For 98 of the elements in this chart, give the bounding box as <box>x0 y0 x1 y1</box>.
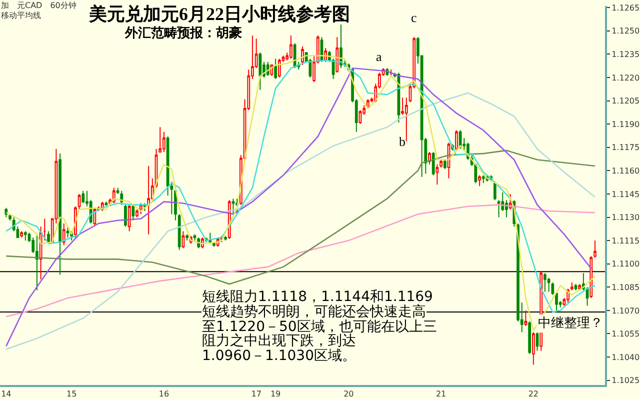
annotation: 移动平均线 <box>1 11 41 20</box>
x-tick-label: 14 <box>1 390 12 399</box>
candlestick <box>493 181 496 201</box>
y-tick-label: 1.1055 <box>612 330 640 339</box>
candlestick <box>594 240 596 258</box>
annotation: 短线阻力1.1118，1.1144和1.1169 <box>202 289 433 305</box>
candlestick <box>162 131 166 153</box>
candlestick <box>482 174 485 184</box>
candlestick <box>182 230 185 249</box>
candlestick <box>43 218 46 242</box>
candlestick <box>8 214 12 221</box>
candlestick <box>555 291 558 311</box>
candlestick <box>455 130 458 151</box>
candlestick <box>136 208 138 218</box>
y-tick-label: 1.1220 <box>612 73 640 82</box>
candlestick <box>340 24 342 69</box>
candlestick <box>570 282 574 291</box>
candlestick <box>358 110 362 125</box>
y-tick-label: 1.1115 <box>612 236 640 246</box>
x-tick-label: 21 <box>436 390 446 399</box>
candlestick <box>47 230 50 244</box>
candlestick <box>551 282 554 296</box>
y-tick-label: 1.1130 <box>612 213 640 222</box>
candlestick <box>544 272 546 292</box>
x-tick-label: 19 <box>270 390 281 399</box>
x-tick-label: 15 <box>66 390 77 399</box>
candlestick <box>536 330 539 352</box>
candlestick <box>78 193 81 210</box>
x-tick-label: 16 <box>158 390 170 399</box>
candlestick <box>290 35 292 60</box>
candlestick <box>58 153 62 276</box>
candlestick <box>178 214 181 250</box>
candlestick <box>208 232 212 244</box>
chart-title: 美元兑加元6月22日小时线参考图 <box>88 4 350 24</box>
annotation: c <box>411 10 417 25</box>
candlestick <box>478 174 481 187</box>
candlestick <box>232 198 235 215</box>
candlestick <box>440 159 442 168</box>
candlestick <box>128 204 131 232</box>
candlestick <box>336 36 339 74</box>
annotation: 短线趋势不明朗，可能还会快速走高 <box>202 304 426 320</box>
candlestick <box>258 52 262 90</box>
y-tick-label: 1.1025 <box>612 376 640 386</box>
y-tick-label: 1.1250 <box>612 26 640 36</box>
annotation: 加 元CAD 60分钟 <box>1 1 76 10</box>
ref-line-label: 中继整理？ <box>538 316 603 331</box>
candlestick <box>186 234 188 242</box>
y-tick-label: 1.1235 <box>612 50 640 59</box>
candlestick <box>132 204 135 221</box>
candlestick <box>104 201 108 206</box>
x-tick-label: 17 <box>251 390 262 399</box>
candlestick <box>366 98 370 110</box>
candlestick <box>224 235 227 242</box>
y-tick-label: 1.1085 <box>612 282 640 292</box>
candlestick <box>436 164 439 186</box>
candlestick <box>524 310 528 326</box>
x-tick-label: 22 <box>528 390 539 399</box>
candlestick <box>278 58 281 78</box>
candlestick <box>301 46 304 66</box>
candlestick <box>404 97 408 142</box>
candlestick <box>547 277 550 292</box>
annotation: b <box>399 134 406 149</box>
candlestick <box>274 58 277 80</box>
y-tick-label: 1.1160 <box>612 166 640 176</box>
y-tick-label: 1.1145 <box>612 190 640 199</box>
candlestick <box>293 42 296 69</box>
candlestick <box>24 230 27 242</box>
candlestick <box>443 159 446 170</box>
candlestick <box>193 234 196 242</box>
y-tick-label: 1.1070 <box>612 306 640 316</box>
candlestick <box>20 230 23 238</box>
candlestick <box>590 256 593 299</box>
text: 外汇范畴预报：胡豪 <box>124 25 242 41</box>
y-tick-label: 1.1190 <box>612 120 640 129</box>
y-tick-label: 1.1175 <box>612 143 640 152</box>
x-tick-label: 20 <box>344 390 354 399</box>
candlestick <box>36 234 38 291</box>
line-series <box>6 204 596 318</box>
candlestick <box>578 284 582 291</box>
candlestick <box>532 332 535 366</box>
candlestick <box>93 207 96 226</box>
annotation: a <box>376 49 382 64</box>
y-tick-label: 1.1265 <box>612 3 640 12</box>
candlestick <box>432 152 435 176</box>
candlestick <box>124 204 127 228</box>
annotation: 阻力之中出现下跌，到达 <box>202 333 356 349</box>
y-tick-label: 1.1205 <box>612 96 640 106</box>
y-tick-label: 1.1040 <box>612 352 640 362</box>
candlestick <box>66 226 70 238</box>
candlestick <box>528 320 532 354</box>
line-series <box>6 150 596 285</box>
annotation: 1.0960－1.1030区域。 <box>202 348 356 364</box>
candlestick <box>574 284 578 291</box>
candlestick <box>147 165 150 235</box>
candlestick <box>212 242 216 248</box>
candlestick <box>82 190 85 204</box>
candlestick <box>62 222 66 246</box>
y-tick-label: 1.1100 <box>612 260 640 269</box>
